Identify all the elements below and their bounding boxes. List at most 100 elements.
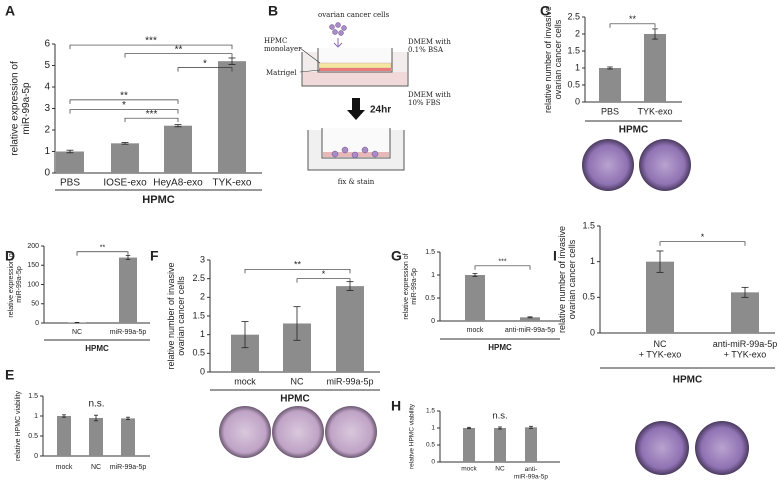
bar bbox=[646, 261, 674, 333]
group-label: HPMC bbox=[488, 343, 512, 352]
significance-bracket bbox=[76, 251, 129, 256]
significance-label: n.s. bbox=[492, 411, 507, 422]
bar bbox=[119, 257, 137, 323]
bar bbox=[520, 317, 540, 321]
panel-letter: A bbox=[5, 3, 15, 19]
y-tick-label: 4 bbox=[44, 82, 50, 93]
significance-bracket bbox=[474, 265, 531, 270]
significance-label: ** bbox=[100, 245, 106, 252]
y-axis-label: relative HPMC viability bbox=[15, 390, 22, 461]
bar bbox=[599, 68, 621, 102]
y-tick-label: 1 bbox=[34, 413, 38, 420]
y-axis-label: relative number of invasiveovarian cance… bbox=[166, 262, 186, 369]
significance-label: *** bbox=[146, 109, 158, 120]
y-tick-label: 1 bbox=[590, 256, 595, 266]
y-axis-label: relative HPMC viability bbox=[409, 403, 416, 469]
y-axis-label: relative number of invasiveovarian cance… bbox=[543, 6, 563, 113]
bar bbox=[644, 34, 666, 102]
panel-letter: G bbox=[391, 248, 402, 264]
y-axis-label: relative expression ofmiR-99a-5p bbox=[9, 61, 32, 156]
group-label: HPMC bbox=[619, 125, 648, 136]
y-tick-label: 1 bbox=[44, 146, 50, 157]
y-tick-label: 0.5 bbox=[425, 295, 435, 302]
y-axis-label: relative expression ofmiR-99a-5p bbox=[8, 251, 23, 317]
panel-letter: F bbox=[150, 248, 159, 264]
x-tick-label: NC bbox=[495, 466, 505, 473]
y-tick-label: 0.5 bbox=[426, 442, 435, 449]
y-tick-label: 1.5 bbox=[567, 45, 580, 55]
y-tick-label: 1.5 bbox=[582, 220, 595, 230]
bar bbox=[164, 125, 192, 173]
x-tick-label: NC bbox=[291, 376, 304, 386]
pointer bbox=[299, 47, 321, 64]
error-bar bbox=[498, 426, 502, 430]
significance-label: ** bbox=[120, 91, 128, 102]
error-bar bbox=[126, 416, 130, 421]
y-tick-label: 1.5 bbox=[425, 249, 435, 256]
bar bbox=[111, 143, 139, 173]
y-tick-label: 0 bbox=[575, 96, 580, 106]
y-tick-label: 0 bbox=[431, 318, 435, 325]
error-bar bbox=[656, 250, 664, 273]
significance-bracket bbox=[69, 44, 233, 50]
y-tick-label: 3 bbox=[44, 103, 50, 114]
cells-icon bbox=[329, 22, 347, 36]
error-bar bbox=[241, 321, 249, 349]
significance-label: * bbox=[322, 269, 326, 279]
group-label: HPMC bbox=[85, 344, 109, 353]
diagram-label: DMEM with 10% FBS bbox=[408, 91, 451, 107]
x-tick-label: anti-miR-99a-5p bbox=[505, 327, 555, 334]
well-image bbox=[272, 406, 324, 458]
bar bbox=[218, 61, 246, 174]
y-tick-label: 0.5 bbox=[192, 348, 205, 358]
x-tick-label: miR-99a-5p bbox=[326, 376, 373, 386]
bar bbox=[57, 416, 71, 456]
y-tick-label: 1 bbox=[575, 62, 580, 72]
bar bbox=[56, 151, 84, 173]
error-bar bbox=[467, 426, 471, 430]
significance-label: *** bbox=[498, 259, 506, 266]
y-tick-label: 50 bbox=[31, 301, 39, 308]
error-bar bbox=[62, 414, 66, 418]
bar bbox=[121, 418, 135, 456]
significance-label: ** bbox=[294, 260, 302, 270]
panel-letter: D bbox=[5, 248, 15, 264]
panel-letter: B bbox=[268, 3, 278, 19]
panel-letter: H bbox=[391, 398, 401, 414]
y-tick-label: 3 bbox=[200, 254, 205, 264]
y-tick-label: 0 bbox=[44, 168, 50, 179]
error-bar bbox=[228, 57, 236, 65]
group-label: HPMC bbox=[280, 394, 309, 405]
x-tick-label: anti-miR-99a-5p + TYK-exo bbox=[713, 339, 778, 359]
bar bbox=[336, 286, 364, 372]
monolayer bbox=[318, 62, 392, 69]
x-tick-label: HeyA8-exo bbox=[153, 178, 203, 189]
y-tick-label: 1.5 bbox=[426, 408, 435, 415]
significance-bracket bbox=[177, 67, 233, 72]
y-tick-label: 1.5 bbox=[192, 310, 205, 320]
diagram-label: ovarian cancer cells bbox=[318, 11, 390, 19]
y-tick-label: 0 bbox=[35, 320, 39, 327]
x-tick-label: PBS bbox=[60, 178, 80, 189]
significance-bracket bbox=[244, 268, 351, 274]
well-image bbox=[219, 406, 271, 458]
lower-medium bbox=[303, 72, 407, 85]
significance-label: * bbox=[122, 100, 126, 111]
significance-bracket bbox=[69, 99, 179, 104]
bar bbox=[89, 418, 103, 456]
y-tick-label: 200 bbox=[27, 243, 39, 250]
error-bar bbox=[652, 28, 658, 40]
y-axis-label: relative expression ofmiR-99a-5p bbox=[403, 253, 418, 319]
significance-label: n.s. bbox=[88, 399, 104, 410]
well-image bbox=[639, 139, 691, 191]
panel-letter: C bbox=[540, 3, 550, 19]
y-tick-label: 2.5 bbox=[192, 273, 205, 283]
arrow bbox=[333, 38, 343, 48]
error-bar bbox=[527, 316, 533, 319]
diagram-label: Matrigel bbox=[266, 69, 297, 77]
